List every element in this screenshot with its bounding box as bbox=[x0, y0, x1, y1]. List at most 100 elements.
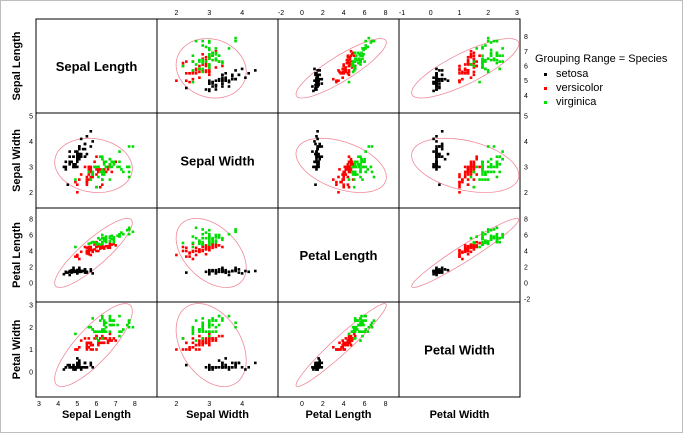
data-point-setosa bbox=[211, 80, 214, 84]
data-point-virginica bbox=[495, 226, 499, 230]
data-point-setosa bbox=[83, 271, 87, 274]
data-point-versicolor bbox=[461, 251, 464, 254]
data-point-virginica bbox=[181, 64, 185, 68]
data-point-virginica bbox=[122, 232, 125, 236]
scatter-cell bbox=[175, 218, 257, 288]
top-tick-label: 4 bbox=[240, 10, 244, 17]
data-point-virginica bbox=[74, 245, 77, 249]
data-point-versicolor bbox=[337, 175, 340, 179]
data-point-versicolor bbox=[466, 70, 470, 74]
data-point-setosa bbox=[440, 145, 444, 148]
data-point-setosa bbox=[83, 155, 87, 158]
data-point-virginica bbox=[359, 60, 362, 63]
data-point-setosa bbox=[89, 130, 93, 133]
data-point-versicolor bbox=[335, 183, 338, 186]
data-point-setosa bbox=[315, 80, 318, 84]
data-point-setosa bbox=[214, 268, 218, 272]
data-point-versicolor bbox=[347, 73, 351, 77]
data-point-versicolor bbox=[211, 339, 214, 342]
legend-label: setosa bbox=[556, 68, 589, 80]
data-point-virginica bbox=[208, 54, 211, 57]
data-point-versicolor bbox=[108, 241, 112, 245]
data-point-versicolor bbox=[89, 248, 93, 252]
data-point-virginica bbox=[489, 48, 493, 52]
data-point-setosa bbox=[438, 85, 441, 88]
data-point-virginica bbox=[102, 170, 106, 174]
data-point-virginica bbox=[112, 163, 116, 166]
confidence-ellipse bbox=[295, 303, 387, 388]
data-point-versicolor bbox=[463, 248, 467, 251]
data-point-versicolor bbox=[79, 173, 83, 176]
scatter-cell bbox=[411, 130, 519, 194]
data-point-virginica bbox=[361, 165, 364, 169]
data-point-virginica bbox=[102, 328, 106, 331]
data-point-virginica bbox=[351, 173, 355, 176]
data-point-versicolor bbox=[198, 341, 201, 345]
data-point-virginica bbox=[194, 236, 198, 240]
data-point-virginica bbox=[372, 39, 376, 43]
data-point-versicolor bbox=[204, 245, 208, 249]
data-point-setosa bbox=[314, 152, 317, 156]
data-point-virginica bbox=[484, 232, 487, 236]
data-point-versicolor bbox=[466, 58, 470, 62]
data-point-virginica bbox=[356, 328, 359, 331]
data-point-setosa bbox=[318, 363, 321, 367]
data-point-virginica bbox=[91, 240, 94, 244]
data-point-versicolor bbox=[214, 337, 218, 340]
data-point-virginica bbox=[217, 236, 221, 239]
data-point-virginica bbox=[481, 58, 484, 62]
data-point-virginica bbox=[99, 243, 102, 246]
data-point-virginica bbox=[495, 61, 499, 65]
data-point-setosa bbox=[217, 366, 221, 369]
data-point-versicolor bbox=[106, 165, 110, 169]
right-tick-label: 8 bbox=[524, 34, 528, 41]
data-point-virginica bbox=[211, 51, 214, 55]
data-point-virginica bbox=[360, 160, 363, 164]
data-point-versicolor bbox=[344, 337, 348, 340]
data-point-versicolor bbox=[350, 66, 354, 69]
data-point-setosa bbox=[311, 366, 314, 369]
data-point-virginica bbox=[357, 155, 360, 158]
data-point-virginica bbox=[486, 69, 490, 72]
data-point-virginica bbox=[359, 339, 362, 342]
data-point-setosa bbox=[204, 270, 208, 274]
data-point-setosa bbox=[64, 168, 68, 171]
data-point-versicolor bbox=[475, 240, 478, 244]
confidence-ellipse bbox=[54, 137, 133, 193]
data-point-setosa bbox=[221, 77, 224, 81]
data-point-versicolor bbox=[337, 191, 340, 194]
data-point-virginica bbox=[481, 237, 484, 241]
data-point-setosa bbox=[317, 77, 320, 81]
data-point-virginica bbox=[208, 39, 211, 43]
data-point-virginica bbox=[481, 170, 484, 174]
data-point-versicolor bbox=[99, 337, 102, 340]
data-point-setosa bbox=[70, 160, 73, 164]
data-point-virginica bbox=[122, 328, 125, 331]
data-point-versicolor bbox=[214, 245, 218, 249]
data-point-virginica bbox=[208, 57, 211, 60]
data-point-versicolor bbox=[191, 341, 195, 345]
data-point-versicolor bbox=[472, 168, 476, 171]
data-point-versicolor bbox=[478, 165, 481, 169]
data-point-versicolor bbox=[89, 170, 93, 174]
data-point-virginica bbox=[481, 243, 484, 246]
data-point-setosa bbox=[315, 150, 318, 153]
data-point-versicolor bbox=[348, 165, 352, 169]
data-point-virginica bbox=[357, 163, 360, 166]
data-point-virginica bbox=[363, 157, 366, 161]
data-point-virginica bbox=[484, 67, 487, 71]
data-point-setosa bbox=[317, 165, 320, 169]
data-point-setosa bbox=[208, 82, 211, 85]
data-point-setosa bbox=[208, 268, 211, 272]
data-point-setosa bbox=[443, 268, 447, 271]
data-point-virginica bbox=[234, 321, 237, 325]
data-point-versicolor bbox=[339, 348, 342, 351]
data-point-versicolor bbox=[466, 69, 470, 72]
data-point-setosa bbox=[435, 266, 438, 270]
data-point-virginica bbox=[489, 54, 493, 57]
scatter-cell bbox=[411, 36, 519, 99]
data-point-versicolor bbox=[85, 341, 89, 345]
data-point-setosa bbox=[317, 83, 320, 87]
data-point-virginica bbox=[201, 236, 204, 240]
data-point-virginica bbox=[361, 330, 364, 333]
